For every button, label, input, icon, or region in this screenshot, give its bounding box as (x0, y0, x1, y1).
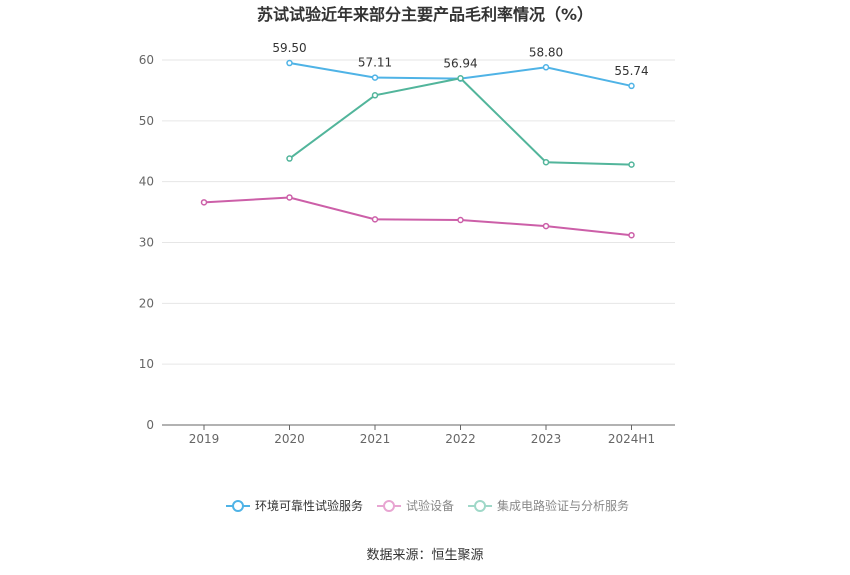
legend-label: 集成电路验证与分析服务 (497, 498, 629, 513)
legend-marker (474, 500, 487, 512)
data-label: 55.74 (614, 64, 648, 78)
x-tick-label: 2020 (274, 432, 305, 446)
data-point[interactable] (457, 216, 464, 224)
legend[interactable]: 环境可靠性试验服务 试验设备 集成电路验证与分析服务 (226, 498, 629, 513)
legend-label: 试验设备 (406, 498, 454, 513)
series-group (200, 59, 635, 239)
data-label: 59.50 (272, 41, 306, 55)
data-point[interactable] (457, 75, 464, 82)
x-tick-label: 2021 (360, 432, 391, 446)
y-tick-label: 10 (139, 357, 154, 371)
source-note: 数据来源：恒生聚源 (366, 548, 483, 563)
data-point[interactable] (542, 158, 550, 166)
legend-marker (232, 500, 244, 512)
series-line-2 (288, 77, 632, 166)
data-point[interactable] (286, 194, 293, 201)
legend-label: 环境可靠性试验服务 (255, 498, 363, 513)
y-tick-label: 50 (139, 114, 154, 128)
x-tick-label: 2019 (189, 432, 220, 446)
y-tick-label: 30 (139, 236, 154, 250)
legend-item-2[interactable]: 集成电路验证与分析服务 (468, 498, 629, 513)
data-label: 56.94 (443, 57, 477, 71)
x-tick-label: 2023 (531, 432, 562, 446)
y-tick-label: 40 (139, 175, 154, 189)
y-axis: 0 10 20 30 40 50 60 (139, 53, 154, 432)
data-point[interactable] (542, 222, 550, 230)
series-line-1 (203, 196, 632, 237)
data-point[interactable] (200, 199, 208, 206)
y-tick-label: 0 (146, 418, 154, 432)
data-point[interactable] (628, 82, 635, 90)
legend-marker (383, 500, 396, 512)
data-point[interactable] (371, 74, 379, 81)
data-label: 57.11 (358, 56, 392, 70)
data-point[interactable] (542, 64, 550, 71)
x-tick-label: 2024H1 (608, 432, 655, 446)
y-tick-label: 60 (139, 53, 154, 67)
grid (162, 59, 675, 365)
chart-title: 苏试试验近年来部分主要产品毛利率情况（%） (257, 5, 593, 24)
legend-item-1[interactable]: 试验设备 (377, 498, 454, 513)
data-point[interactable] (371, 92, 379, 99)
data-labels: 59.50 57.11 56.94 58.80 55.74 (272, 41, 648, 78)
data-point[interactable] (371, 216, 379, 223)
data-point[interactable] (286, 155, 293, 162)
data-point[interactable] (286, 59, 293, 67)
x-axis: 2019 2020 2021 2022 2023 2024H1 (162, 424, 675, 446)
x-tick-label: 2022 (445, 432, 476, 446)
data-point[interactable] (628, 161, 635, 168)
data-label: 58.80 (529, 45, 563, 59)
legend-item-0[interactable]: 环境可靠性试验服务 (226, 498, 363, 513)
data-point[interactable] (628, 231, 635, 239)
y-tick-label: 20 (139, 296, 154, 310)
